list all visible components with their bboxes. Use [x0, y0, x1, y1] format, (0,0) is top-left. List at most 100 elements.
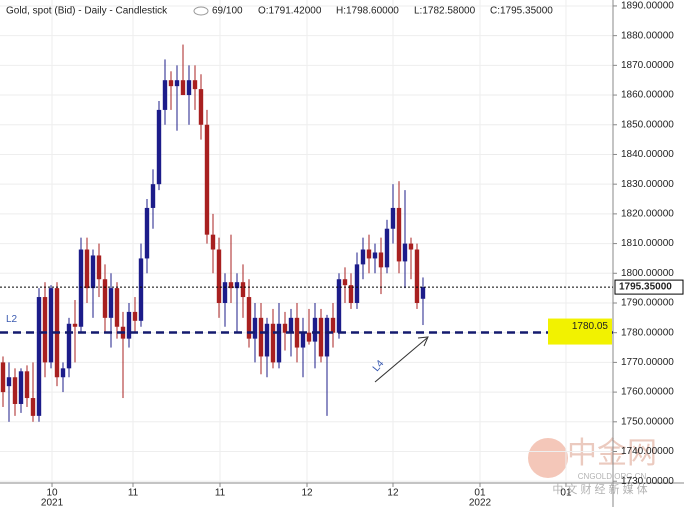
- y-tick-label: 1730.00000: [621, 476, 674, 487]
- candle-body: [330, 317, 336, 333]
- candle-body: [168, 80, 174, 87]
- candle-body: [72, 323, 78, 327]
- y-tick-label: 1870.00000: [621, 60, 674, 71]
- close-label: C:1795.35000: [490, 6, 553, 17]
- candle-body: [264, 323, 270, 357]
- watermark-slogan: 中 文 财 经 新 媒 体: [552, 482, 647, 496]
- candle-body: [156, 109, 162, 185]
- candle-body: [12, 377, 18, 404]
- y-tick-label: 1860.00000: [621, 90, 674, 101]
- last-price-box: [614, 279, 684, 295]
- candle-body: [174, 80, 180, 87]
- candle-body: [114, 288, 120, 327]
- candle-body: [228, 282, 234, 289]
- x-tick-label: 12: [301, 488, 313, 499]
- trend-arrow: [374, 337, 428, 383]
- candle-body: [198, 89, 204, 125]
- x-tick-label: 10: [46, 488, 58, 499]
- candle-body: [60, 368, 66, 378]
- candle-body: [372, 252, 378, 259]
- x-tick-label: 12: [387, 488, 399, 499]
- candle-body: [66, 323, 72, 369]
- candle-body: [180, 80, 186, 96]
- y-tick-label: 1760.00000: [621, 387, 674, 398]
- candle-body: [396, 207, 402, 262]
- candle-body: [42, 297, 48, 363]
- candle-body: [294, 317, 300, 348]
- watermark-logo: [528, 438, 568, 478]
- last-price-label: 1795.35000: [619, 282, 672, 293]
- candle-body: [84, 249, 90, 289]
- x-tick-label: 01: [474, 488, 486, 499]
- candle-body: [102, 279, 108, 318]
- candle-body: [258, 317, 264, 357]
- watermark: 中金网 CNGOLD.ORG.CN 中 文 财 经 新 媒 体: [528, 437, 657, 496]
- y-tick-label: 1840.00000: [621, 149, 674, 160]
- candle-body: [192, 80, 198, 90]
- candle-body: [408, 243, 414, 250]
- candle-body: [126, 311, 132, 339]
- candle-body: [354, 264, 360, 303]
- candle-body: [138, 258, 144, 321]
- y-tick-label: 1800.00000: [621, 268, 674, 279]
- y-tick-label: 1740.00000: [621, 446, 674, 457]
- y-tick-label: 1780.00000: [621, 327, 674, 338]
- eye-icon[interactable]: [193, 6, 209, 16]
- candle-body: [162, 80, 168, 110]
- x-tick-label: 11: [215, 488, 226, 499]
- candle-body: [384, 228, 390, 268]
- candle-body: [246, 297, 252, 339]
- high-label: H:1798.60000: [336, 6, 399, 17]
- y-tick-label: 1750.00000: [621, 416, 674, 427]
- candle-body: [312, 317, 318, 342]
- header: Gold, spot (Bid) - Daily - Candlestick 6…: [6, 6, 553, 17]
- candle-body: [402, 243, 408, 262]
- candle-body: [378, 252, 384, 268]
- y-tick-label: 1820.00000: [621, 209, 674, 220]
- trend-arrowhead: [417, 336, 429, 347]
- y-tick-label: 1850.00000: [621, 119, 674, 130]
- y-tick-label: 1830.00000: [621, 179, 674, 190]
- chart-title: Gold, spot (Bid) - Daily - Candlestick: [6, 6, 168, 17]
- candle-body: [234, 282, 240, 289]
- candle-body: [144, 207, 150, 259]
- candle-body: [150, 184, 156, 208]
- candle-body: [324, 317, 330, 357]
- candle-body: [276, 323, 282, 363]
- level-line-name: L2: [6, 314, 18, 325]
- watermark-site: CNGOLD.ORG.CN: [578, 472, 647, 481]
- candle-body: [36, 297, 42, 416]
- candle-body: [252, 317, 258, 339]
- y-tick-label: 1770.00000: [621, 357, 674, 368]
- candle-body: [336, 279, 342, 333]
- candle-body: [216, 249, 222, 303]
- candle-body: [48, 288, 54, 363]
- low-label: L:1782.58000: [414, 6, 476, 17]
- candle-body: [78, 249, 84, 327]
- candle-body: [222, 282, 228, 303]
- candle-body: [288, 317, 294, 333]
- candle-body: [108, 288, 114, 318]
- x-tick-label: 11: [128, 488, 139, 499]
- candle-body: [318, 317, 324, 357]
- candle-body: [348, 285, 354, 303]
- candle-body: [6, 377, 12, 387]
- candle-body: [300, 332, 306, 348]
- candle-body: [240, 282, 246, 298]
- candle-body: [90, 255, 96, 289]
- level-label: 1780.05: [572, 321, 609, 332]
- counter: 69/100: [212, 6, 243, 17]
- y-tick-label: 1890.00000: [621, 1, 674, 12]
- candle-body: [18, 371, 24, 404]
- candle-body: [24, 371, 30, 399]
- open-label: O:1791.42000: [258, 6, 322, 17]
- candle-body: [270, 323, 276, 363]
- y-tick-label: 1810.00000: [621, 238, 674, 249]
- candle-body: [0, 362, 6, 393]
- candle-body: [96, 255, 102, 280]
- candle-body: [360, 249, 366, 265]
- candle-body: [342, 279, 348, 286]
- candle-body: [366, 249, 372, 259]
